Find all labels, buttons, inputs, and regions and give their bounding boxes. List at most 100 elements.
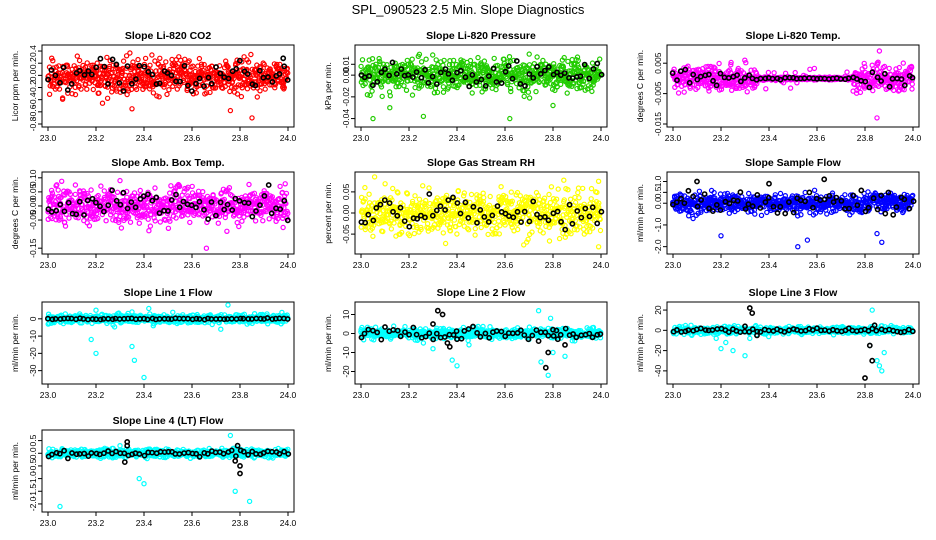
data-point	[101, 63, 108, 70]
data-point	[281, 63, 288, 70]
chart-temp: Slope Li-820 Temp.23.0 23.2 23.4 23.6 23.8 24…	[635, 30, 922, 143]
data-point	[76, 67, 83, 74]
data-point	[161, 84, 167, 90]
data-point	[494, 203, 501, 209]
data-point	[485, 218, 492, 225]
data-point	[574, 208, 581, 214]
data-point	[892, 195, 899, 202]
data-point	[97, 55, 104, 62]
data-point	[102, 196, 109, 202]
x-tick-label: 23.4	[136, 390, 153, 400]
y-tick-label: 0.05	[28, 183, 38, 200]
data-point	[587, 228, 593, 235]
data-point	[706, 71, 712, 78]
data-point	[443, 192, 450, 199]
data-point	[482, 86, 489, 92]
data-point	[387, 104, 393, 111]
data-point	[685, 187, 692, 194]
data-point	[253, 208, 259, 214]
data-point	[807, 209, 813, 216]
data-point	[712, 65, 718, 71]
data-point	[551, 61, 557, 67]
data-point	[252, 82, 259, 89]
data-point	[265, 74, 271, 80]
data-point	[429, 73, 436, 80]
data-point	[200, 83, 207, 89]
data-point	[874, 74, 881, 81]
data-point	[485, 231, 491, 238]
data-point	[254, 94, 260, 100]
data-point	[362, 81, 368, 87]
data-point	[198, 61, 205, 67]
data-point	[514, 208, 521, 215]
data-point	[679, 192, 685, 199]
data-point	[910, 192, 916, 199]
data-point	[890, 211, 897, 218]
data-point	[838, 197, 845, 204]
data-point	[728, 59, 734, 66]
data-point	[277, 206, 284, 212]
data-point	[754, 191, 761, 198]
data-point	[713, 201, 720, 208]
x-tick-label: 23.6	[184, 260, 201, 270]
data-point	[710, 208, 716, 214]
data-point	[491, 55, 497, 62]
data-point	[128, 86, 135, 93]
data-point	[562, 226, 569, 233]
y-tick-label: 1.0	[653, 175, 663, 187]
data-point	[681, 200, 688, 206]
data-point	[373, 204, 380, 211]
data-point	[101, 188, 108, 194]
data-point	[507, 85, 514, 92]
data-point	[257, 202, 263, 208]
data-point	[418, 59, 425, 65]
data-point	[423, 56, 429, 62]
data-point	[409, 198, 416, 205]
data-point	[856, 85, 862, 91]
data-point	[104, 95, 111, 102]
data-point	[283, 190, 290, 197]
data-point	[109, 56, 116, 63]
data-point	[806, 189, 813, 196]
data-point	[117, 201, 124, 208]
data-point	[54, 182, 60, 188]
data-point	[374, 79, 381, 85]
data-point	[565, 58, 571, 65]
y-tick-label: -0.8	[28, 116, 38, 131]
y-tick-label: -0.02	[341, 87, 351, 107]
data-point	[728, 61, 734, 68]
data-point	[477, 82, 483, 89]
data-point	[398, 66, 405, 72]
x-tick-label: 23.2	[401, 133, 418, 143]
data-point	[572, 217, 579, 224]
data-point	[76, 198, 83, 205]
data-point	[831, 208, 837, 214]
data-point	[418, 74, 425, 81]
x-tick-label: 23.8	[857, 260, 874, 270]
x-tick-label: 23.4	[136, 133, 153, 143]
data-point	[437, 69, 444, 76]
data-point	[886, 83, 893, 90]
data-point	[418, 226, 424, 233]
data-point	[116, 80, 123, 86]
data-point	[454, 200, 461, 206]
data-point	[879, 239, 885, 245]
data-point	[495, 218, 502, 224]
data-point	[521, 93, 527, 100]
data-point	[447, 202, 453, 208]
data-point	[857, 89, 864, 96]
data-point	[88, 71, 95, 78]
data-point	[182, 56, 188, 63]
data-point	[166, 190, 173, 196]
data-point	[396, 83, 402, 90]
data-point	[802, 198, 808, 205]
data-point	[381, 197, 388, 203]
data-point	[120, 189, 127, 196]
data-point	[470, 203, 477, 210]
data-point	[153, 194, 160, 201]
data-point	[534, 63, 540, 70]
data-point	[486, 202, 493, 208]
data-point	[537, 71, 544, 77]
data-point	[245, 200, 252, 206]
